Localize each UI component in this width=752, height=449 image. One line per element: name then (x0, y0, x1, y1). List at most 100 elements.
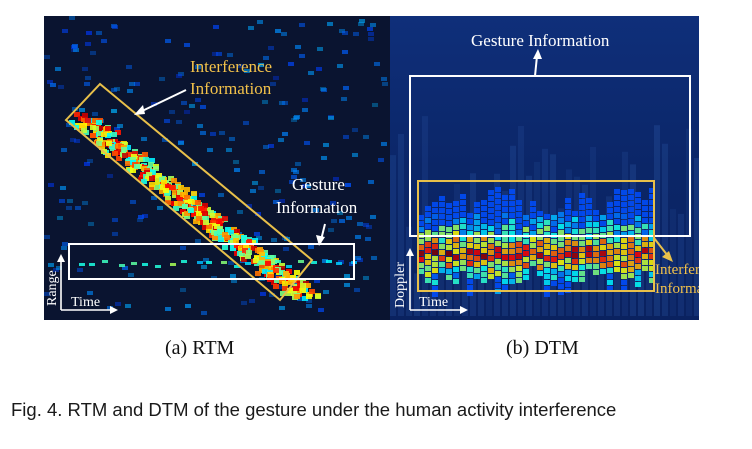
heatmap-cell (558, 224, 564, 229)
heatmap-cell (662, 143, 668, 316)
heatmap-cell (460, 218, 466, 223)
heatmap-cell (516, 218, 522, 223)
dtm-gesture-arrowhead (533, 49, 542, 59)
heatmap-cell (117, 124, 123, 128)
heatmap-cell (270, 82, 276, 86)
heatmap-cell (418, 227, 424, 232)
heatmap-cell (593, 210, 599, 215)
heatmap-cell (148, 162, 154, 167)
heatmap-cell (628, 255, 634, 260)
heatmap-cell (614, 249, 620, 254)
heatmap-cell (495, 199, 501, 204)
heatmap-cell (481, 212, 487, 217)
heatmap-cell (344, 274, 350, 278)
heatmap-cell (558, 254, 564, 259)
heatmap-cell (143, 157, 149, 162)
heatmap-cell (694, 158, 699, 316)
heatmap-cell (96, 141, 102, 146)
heatmap-cell (159, 189, 165, 194)
heatmap-cell (345, 183, 351, 187)
heatmap-cell (509, 207, 515, 212)
heatmap-cell (523, 263, 529, 268)
heatmap-cell (460, 242, 466, 247)
heatmap-cell (219, 131, 225, 135)
heatmap-cell (649, 260, 655, 265)
heatmap-cell (481, 272, 487, 277)
heatmap-cell (211, 217, 217, 222)
heatmap-cell (600, 251, 606, 256)
heatmap-cell (279, 101, 285, 105)
heatmap-cell (300, 283, 306, 288)
heatmap-cell (291, 175, 297, 179)
heatmap-cell (126, 65, 132, 69)
heatmap-cell (530, 261, 536, 266)
heatmap-cell (295, 45, 301, 49)
heatmap-cell (607, 286, 613, 291)
heatmap-cell (207, 148, 213, 152)
heatmap-cell (195, 98, 201, 102)
heatmap-cell (586, 228, 592, 233)
heatmap-cell (287, 288, 293, 293)
heatmap-cell (586, 216, 592, 221)
heatmap-cell (346, 216, 352, 220)
heatmap-cell (621, 286, 627, 291)
heatmap-cell (79, 263, 85, 266)
heatmap-cell (446, 251, 452, 256)
heatmap-cell (635, 216, 641, 221)
heatmap-cell (263, 56, 269, 60)
heatmap-cell (649, 224, 655, 229)
heatmap-cell (614, 225, 620, 230)
heatmap-cell (579, 277, 585, 282)
heatmap-cell (125, 145, 131, 150)
heatmap-cell (215, 213, 221, 218)
heatmap-cell (460, 206, 466, 211)
heatmap-cell (572, 229, 578, 234)
heatmap-cell (425, 278, 431, 283)
heatmap-cell (523, 275, 529, 280)
heatmap-cell (279, 266, 285, 271)
heatmap-cell (222, 245, 228, 250)
heatmap-cell (206, 224, 212, 229)
heatmap-cell (558, 284, 564, 289)
heatmap-cell (184, 195, 190, 200)
heatmap-cell (635, 258, 641, 263)
heatmap-cell (621, 256, 627, 261)
heatmap-cell (262, 100, 268, 104)
heatmap-cell (593, 264, 599, 269)
heatmap-cell (460, 230, 466, 235)
heatmap-cell (439, 244, 445, 249)
heatmap-cell (474, 256, 480, 261)
heatmap-cell (221, 261, 227, 264)
rtm-interference-arrowhead (134, 105, 145, 115)
heatmap-cell (262, 269, 268, 274)
heatmap-cell (579, 229, 585, 234)
heatmap-cell (621, 220, 627, 225)
heatmap-cell (481, 254, 487, 259)
heatmap-cell (275, 29, 281, 33)
dtm-heatmap: Gesture Information Interference Informa… (390, 16, 699, 320)
heatmap-cell (200, 105, 206, 109)
heatmap-cell (343, 135, 349, 139)
heatmap-cell (432, 232, 438, 237)
heatmap-cell (241, 235, 247, 240)
heatmap-cell (453, 273, 459, 278)
heatmap-cell (446, 221, 452, 226)
heatmap-cell (208, 210, 214, 215)
heatmap-cell (304, 141, 310, 145)
heatmap-cell (328, 228, 334, 232)
heatmap-cell (259, 170, 265, 174)
rtm-background-noise (44, 16, 388, 315)
heatmap-cell (453, 219, 459, 224)
dtm-interference-arrowhead (662, 251, 673, 262)
heatmap-cell (181, 101, 187, 105)
heatmap-cell (474, 262, 480, 267)
heatmap-cell (88, 222, 94, 226)
heatmap-cell (628, 249, 634, 254)
heatmap-cell (196, 211, 202, 216)
heatmap-cell (165, 196, 171, 201)
heatmap-cell (131, 154, 137, 159)
heatmap-cell (121, 147, 127, 152)
heatmap-cell (446, 257, 452, 262)
heatmap-cell (432, 226, 438, 231)
heatmap-cell (106, 141, 112, 146)
